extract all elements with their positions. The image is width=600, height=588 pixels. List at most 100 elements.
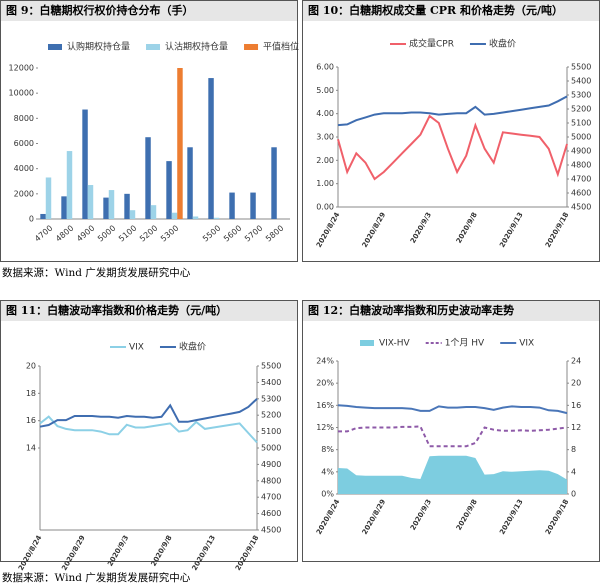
y2-tick-label: 4500	[261, 526, 281, 535]
x-tick-label: 5000	[96, 224, 117, 244]
x-tick-label: 2020/9/18	[234, 534, 261, 572]
legend-label: 收盘价	[489, 38, 516, 50]
y-tick-label: 20	[26, 362, 36, 371]
x-tick-label: 4700	[33, 224, 54, 244]
bar	[103, 197, 109, 219]
legend-label: VIX	[129, 343, 144, 353]
line	[337, 95, 568, 127]
x-tick-label: 5600	[222, 224, 243, 244]
x-tick-label: 5800	[264, 224, 285, 244]
source-note: 数据来源：Wind 广发期货发展研究中心	[2, 266, 191, 279]
x-tick-label: 4800	[54, 224, 75, 244]
y-tick-label: 4000	[14, 164, 34, 173]
y2-tick-label: 20	[571, 379, 581, 388]
y2-tick-label: 4800	[571, 161, 591, 170]
y-tick-label: 10000	[9, 89, 34, 98]
y2-tick-label: 4900	[261, 460, 281, 469]
legend-swatch	[244, 44, 259, 50]
chart-title: 图 9：白糖期权行权价持仓分布（手）	[6, 3, 193, 17]
bar	[40, 213, 46, 219]
y2-tick-label: 5100	[571, 119, 591, 128]
y-tick-label: 0%	[321, 490, 334, 499]
legend-swatch	[146, 44, 161, 50]
y-tick-label: 8000	[14, 114, 34, 123]
legend-label: 成交量CPR	[409, 38, 454, 50]
y-tick-label: 5.00	[316, 86, 334, 95]
y2-tick-label: 4700	[571, 175, 591, 184]
legend-swatch	[360, 340, 374, 346]
bar	[166, 161, 172, 219]
x-tick-label: 5500	[201, 224, 222, 244]
y2-tick-label: 4800	[261, 476, 281, 485]
y2-tick-label: 5200	[571, 105, 591, 114]
y-tick-label: 4%	[321, 467, 334, 476]
y-tick-label: 2.00	[316, 156, 334, 165]
y-tick-label: 16	[26, 416, 36, 425]
y-tick-label: 1.00	[316, 179, 334, 188]
chart-title: 图 12：白糖波动率指数和历史波动率走势	[308, 303, 514, 317]
bar	[66, 151, 73, 219]
y2-tick-label: 5100	[261, 427, 281, 436]
y2-tick-label: 4700	[261, 493, 281, 502]
x-tick-label: 2020/9/3	[409, 498, 433, 532]
bar	[177, 68, 183, 219]
x-tick-label: 2020/8/24	[315, 498, 342, 536]
x-tick-label: 2020/8/29	[361, 211, 388, 249]
y-tick-label: 18	[26, 389, 36, 398]
legend-label: 认沽期权持仓量	[165, 41, 228, 53]
source-note: 数据来源：Wind 广发期货发展研究中心	[2, 571, 191, 584]
x-tick-label: 4900	[75, 224, 96, 244]
bar	[229, 192, 235, 219]
bar	[271, 147, 277, 219]
bar	[87, 185, 94, 219]
y-tick-label: 3.00	[316, 133, 334, 142]
x-tick-label: 2020/8/24	[315, 211, 342, 249]
bar	[213, 217, 220, 219]
y2-tick-label: 4600	[261, 509, 281, 518]
x-tick-label: 2020/8/29	[60, 534, 87, 572]
panel	[0, 0, 298, 262]
legend-label: VIX-HV	[379, 339, 411, 349]
legend-label: VIX	[519, 339, 534, 349]
y-tick-label: 6.00	[316, 63, 334, 72]
x-tick-label: 2020/9/18	[544, 498, 571, 536]
panel-header	[303, 301, 599, 321]
x-tick-label: 5300	[159, 224, 180, 244]
x-tick-label: 2020/9/8	[150, 534, 174, 568]
y2-tick-label: 4600	[571, 189, 591, 198]
y-tick-label: 12000	[9, 64, 34, 73]
panel-header	[1, 301, 297, 321]
line	[337, 404, 568, 415]
y-tick-label: 8%	[321, 445, 334, 454]
y-tick-label: 20%	[316, 379, 334, 388]
x-tick-label: 2020/9/8	[455, 211, 479, 245]
bar	[108, 190, 115, 219]
y2-tick-label: 8	[571, 445, 576, 454]
bar	[150, 205, 157, 219]
y-tick-label: 0.00	[316, 203, 334, 212]
y2-tick-label: 5500	[261, 362, 281, 371]
bar	[250, 192, 256, 219]
y2-tick-label: 16	[571, 401, 581, 410]
legend-label: 1个月 HV	[445, 338, 485, 349]
legend-label: 收盘价	[179, 341, 206, 353]
y2-tick-label: 5300	[571, 91, 591, 100]
line	[338, 425, 568, 448]
bar	[124, 193, 130, 219]
bar	[145, 137, 151, 219]
chart-title: 图 10：白糖期权成交量 CPR 和价格走势（元/吨）	[308, 3, 563, 17]
bar	[61, 196, 67, 219]
x-tick-label: 2020/9/13	[498, 211, 525, 249]
bar	[82, 109, 88, 219]
x-tick-label: 2020/9/8	[455, 498, 479, 532]
panel-header	[1, 1, 297, 21]
panel	[0, 300, 298, 562]
x-tick-label: 5200	[138, 224, 159, 244]
y2-tick-label: 5500	[571, 63, 591, 72]
y2-tick-label: 5200	[261, 411, 281, 420]
x-tick-label: 2020/9/13	[191, 534, 218, 572]
legend-swatch	[48, 44, 62, 50]
panel-header	[303, 1, 599, 21]
y-tick-label: 16%	[316, 401, 334, 410]
area	[338, 455, 567, 494]
